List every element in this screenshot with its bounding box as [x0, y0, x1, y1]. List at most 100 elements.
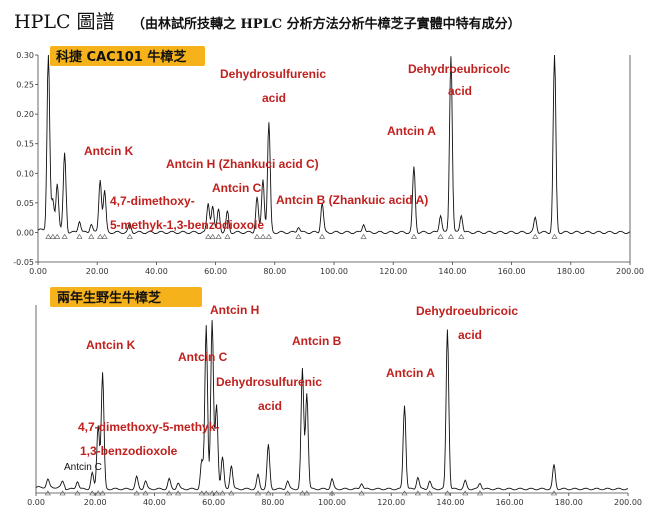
peak-marker: [447, 233, 454, 239]
peak-marker: [166, 490, 173, 496]
trace-top: [37, 54, 631, 235]
y-tick-label: 0.10: [16, 169, 34, 178]
x-tick-label: 40.00: [143, 498, 166, 507]
peak-marker: [401, 490, 408, 496]
peak-marker: [88, 233, 95, 239]
figure-title: HPLC 圖譜: [14, 11, 115, 33]
annotation-dehydrosulfurenic-2-line2: acid: [258, 399, 282, 413]
peak-marker: [175, 490, 182, 496]
sample-label-top: 科捷 CAC101 牛樟芝: [56, 49, 186, 65]
peak-marker: [358, 490, 365, 496]
annotation-dehydrosulfurenic-line2: acid: [262, 91, 286, 105]
x-tick-label: 100.00: [318, 498, 346, 507]
peak-marker: [61, 233, 68, 239]
y-tick-label: 0.15: [16, 140, 34, 149]
peak-marker: [284, 490, 291, 496]
peak-marker: [45, 233, 52, 239]
peak-marker: [458, 233, 465, 239]
x-tick-label: 120.00: [379, 267, 407, 276]
chromatogram-top: 0.00 20.00 40.00 60.00 80.00 100.00 120.00 140.…: [13, 46, 644, 276]
peak-marker: [410, 233, 417, 239]
annotation-dehydroeubricoic-line2: acid: [448, 84, 472, 98]
peak-marker: [295, 233, 302, 239]
peak-marker: [126, 233, 133, 239]
annotation-antcin-c: Antcin C: [212, 181, 262, 195]
y-tick-label: 0.20: [16, 110, 34, 119]
x-tick-label: 160.00: [498, 267, 526, 276]
x-tick-label: 20.00: [84, 498, 107, 507]
x-tick-label: 80.00: [263, 267, 286, 276]
annotation-antcin-c-small: Antcin C: [64, 462, 102, 473]
peak-marker: [59, 490, 66, 496]
peak-marker: [54, 233, 61, 239]
peak-marker: [319, 233, 326, 239]
peak-marker: [76, 233, 83, 239]
peak-marker: [99, 490, 106, 496]
peak-marker: [532, 233, 539, 239]
x-tick-label: 160.00: [496, 498, 524, 507]
x-tick-label: 40.00: [145, 267, 168, 276]
peak-marker: [550, 490, 558, 496]
annotation-antcin-k-2: Antcin K: [86, 338, 136, 352]
peak-marker: [213, 490, 220, 496]
peak-marker: [89, 490, 96, 496]
peak-marker: [44, 490, 51, 496]
peak-marker: [551, 233, 558, 239]
y-tick-label: 0.00: [16, 228, 34, 237]
annotation-dehydrosulfurenic-line1: Dehydrosulfurenic: [220, 67, 326, 81]
x-tick-label: 180.00: [555, 498, 583, 507]
peak-marker: [462, 490, 469, 496]
y-tick-label: 0.30: [16, 51, 34, 60]
x-tick-label: 100.00: [320, 267, 348, 276]
peak-marker: [476, 490, 484, 496]
annotation-dimethoxy-line1: 4,7-dimethoxy-: [110, 194, 195, 208]
trace-bottom: [35, 320, 629, 491]
peak-marker: [414, 490, 421, 496]
peak-marker: [360, 233, 367, 239]
annotation-antcin-h: Antcin H (Zhankuci acid C): [166, 157, 319, 171]
annotation-dehydroeubricoic-line1: Dehydroeubricolc: [408, 62, 510, 76]
peak-marker: [142, 490, 149, 496]
peak-marker: [215, 233, 222, 239]
annotation-dehydrosulfurenic-2-line1: Dehydrosulfurenic: [216, 375, 322, 389]
peak-marker: [299, 490, 306, 496]
peak-marker: [49, 233, 56, 239]
peak-marker: [437, 233, 444, 239]
peak-marker: [198, 490, 205, 496]
peak-marker: [101, 233, 108, 239]
figure-subtitle: （由林試所技轉之 HPLC 分析方法分析牛樟芝子實體中特有成分）: [132, 16, 521, 32]
peak-marker: [265, 490, 272, 496]
peak-marker: [209, 490, 216, 496]
x-tick-label: 60.00: [204, 267, 227, 276]
y-tick-label: -0.05: [13, 258, 34, 267]
tick-labels-bottom: 0.00 20.00 40.00 60.00 80.00 100.00 120.00 140.…: [27, 493, 642, 507]
x-tick-label: 120.00: [377, 498, 405, 507]
x-tick-label: 60.00: [202, 498, 225, 507]
x-tick-label: 180.00: [557, 267, 585, 276]
annotation-dehydroeubricoic-2-line1: Dehydroeubricoic: [416, 304, 518, 318]
x-tick-label: 80.00: [261, 498, 284, 507]
x-tick-label: 140.00: [436, 498, 464, 507]
annotation-antcin-c-2: Antcin C: [178, 350, 228, 364]
annotation-dehydroeubricoic-2-line2: acid: [458, 328, 482, 342]
x-tick-label: 200.00: [616, 267, 644, 276]
tick-labels-top: 0.00 20.00 40.00 60.00 80.00 100.00 120.00 140.…: [13, 51, 644, 276]
peak-marker: [254, 490, 262, 496]
annotation-dimethoxy-line2: 5-methyk-1,3-benzodioxole: [110, 218, 264, 232]
peak-marker: [444, 490, 451, 496]
peak-marker: [97, 233, 104, 239]
peak-marker: [259, 233, 267, 239]
annotation-antcin-a: Antcin A: [387, 124, 436, 138]
sample-label-bottom: 兩年生野生牛樟芝: [57, 290, 161, 306]
peak-marker: [253, 233, 261, 239]
peak-marker: [95, 490, 102, 496]
x-tick-label: 20.00: [86, 267, 109, 276]
x-tick-label: 0.00: [27, 498, 45, 507]
peak-marker: [426, 490, 433, 496]
sample-label-bg-bottom: [50, 287, 202, 307]
annotation-antcin-h-2: Antcin H: [210, 303, 259, 317]
x-tick-label: 0.00: [29, 267, 47, 276]
x-tick-label: 200.00: [614, 498, 642, 507]
y-tick-label: 0.05: [16, 199, 34, 208]
